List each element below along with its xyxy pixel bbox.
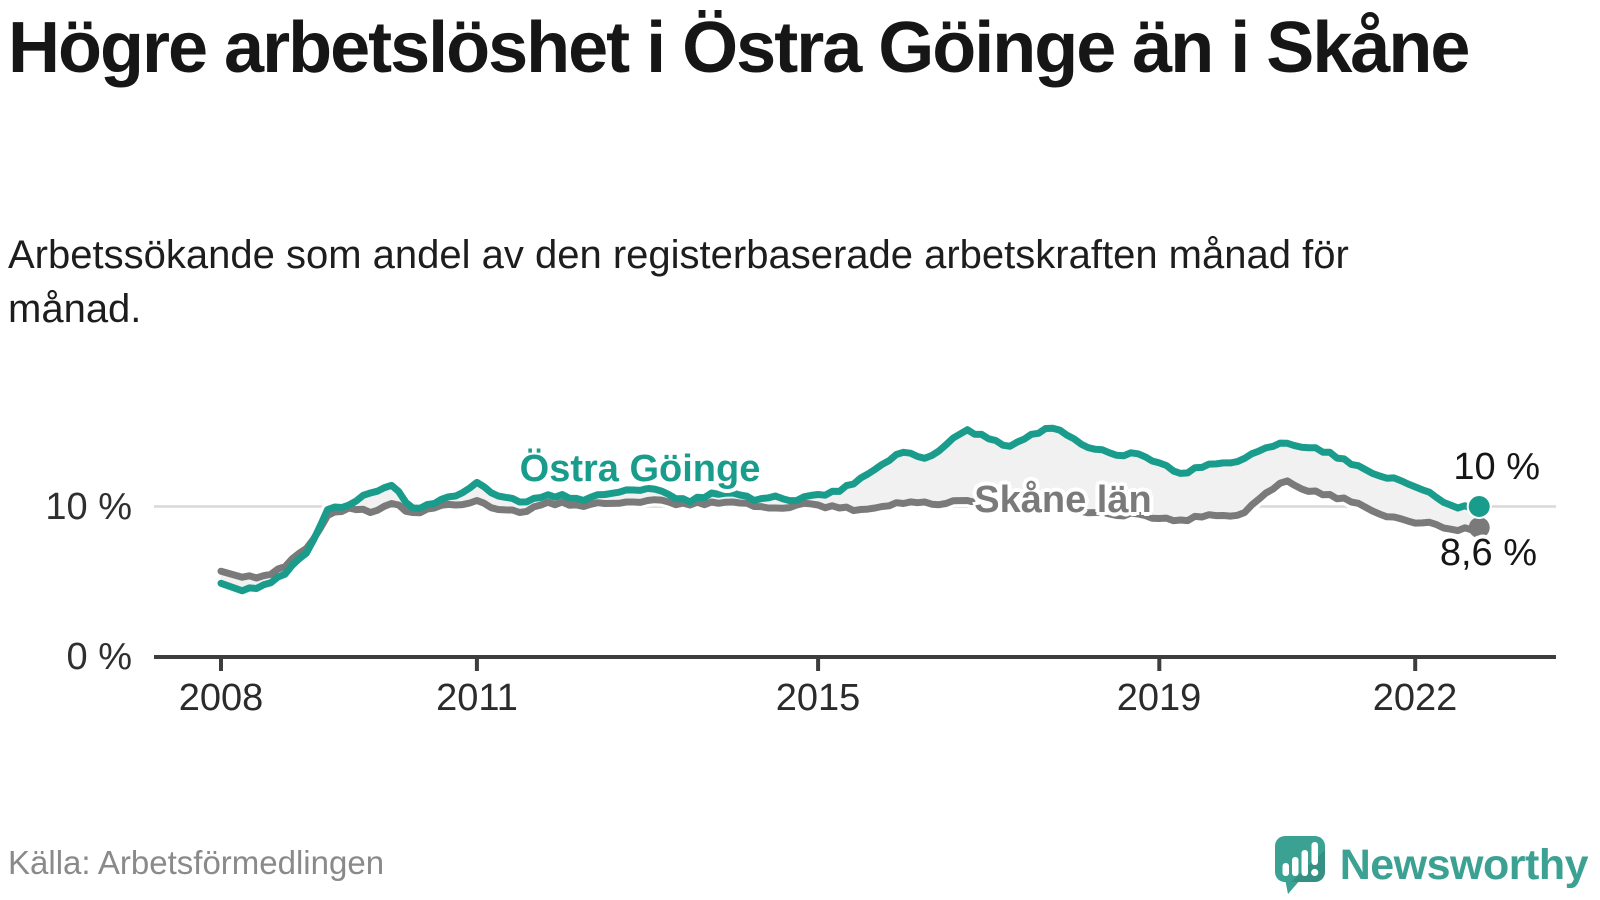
exclamation-dot [1310, 868, 1319, 877]
x-axis-label-2008: 2008 [178, 677, 264, 719]
newsworthy-logo: Newsworthy [1273, 832, 1589, 898]
y-axis-label-10: 10 % [45, 486, 132, 528]
end-value-label-skane: 8,6 % [1439, 532, 1537, 574]
newsworthy-logo-icon [1274, 836, 1325, 894]
end-value-label-ostra: 10 % [1453, 446, 1540, 488]
band-between-series [221, 428, 1480, 591]
end-dot-ostra [1466, 494, 1492, 519]
exclamation-mark-icon [1311, 842, 1318, 865]
bar-chart-icon [1282, 863, 1289, 876]
x-axis-label-2015: 2015 [775, 677, 861, 719]
subtitle: Arbetssökande som andel av den registerb… [8, 233, 1349, 331]
bar-chart-icon [1291, 857, 1299, 876]
x-axis-label-2011: 2011 [436, 677, 518, 719]
line-skane-lan [217, 477, 1483, 582]
line-ostra-goinge [217, 424, 1483, 595]
line-casing-skane [214, 474, 1486, 585]
series-label-skane-lan: Skåne län [974, 479, 1152, 521]
series-label-ostra-goinge: Östra Göinge [519, 448, 761, 490]
speech-bubble-tail [1284, 879, 1301, 894]
x-axis-label-2019: 2019 [1116, 677, 1202, 719]
source-note: Källa: Arbetsförmedlingen [8, 844, 385, 881]
line-casing-ostra [214, 421, 1486, 598]
x-axis-label-2022: 2022 [1372, 677, 1458, 719]
headline: Högre arbetslöshet i Östra Göinge än i S… [8, 8, 1470, 88]
y-axis-label-0: 0 % [66, 636, 132, 678]
newsworthy-wordmark: Newsworthy [1339, 840, 1589, 889]
bar-chart-icon [1301, 850, 1308, 876]
